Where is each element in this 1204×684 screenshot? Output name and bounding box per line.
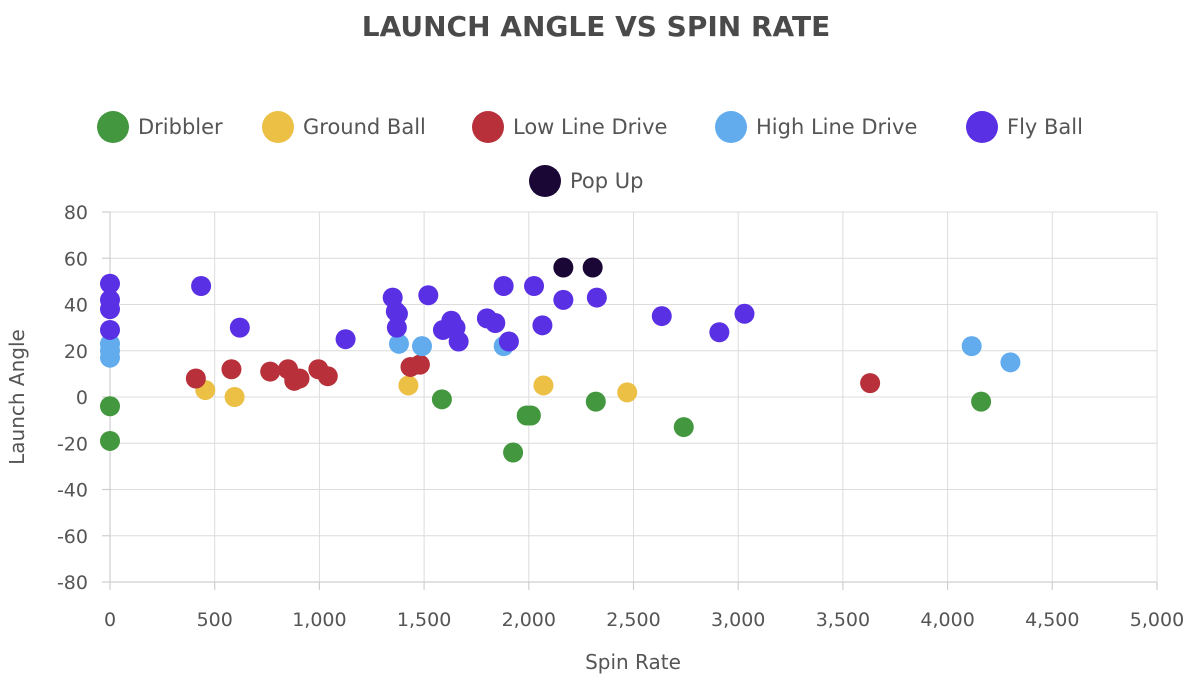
x-tick-label: 0 bbox=[104, 609, 116, 631]
data-point bbox=[100, 430, 120, 451]
legend-label: Ground Ball bbox=[303, 115, 426, 139]
data-point bbox=[335, 329, 356, 350]
legend-marker bbox=[966, 111, 998, 143]
legend-label: Pop Up bbox=[570, 169, 643, 193]
legend-marker bbox=[262, 111, 294, 143]
data-point bbox=[388, 333, 409, 354]
chart-title: LAUNCH ANGLE VS SPIN RATE bbox=[362, 10, 831, 43]
x-tick-label: 1,000 bbox=[292, 609, 346, 631]
legend-item-dribbler[interactable]: Dribbler bbox=[97, 111, 223, 143]
data-point bbox=[493, 276, 514, 296]
x-tick-label: 4,500 bbox=[1025, 609, 1079, 631]
x-axis-ticks: 0 500 1,000 1,500 2,000 2,500 3,000 3,500 4,000 4… bbox=[104, 582, 1184, 631]
data-point bbox=[100, 319, 120, 340]
data-point bbox=[553, 289, 574, 310]
data-point bbox=[431, 389, 452, 410]
legend-label: Fly Ball bbox=[1007, 115, 1083, 139]
data-point bbox=[191, 276, 212, 296]
data-point bbox=[100, 299, 120, 320]
y-axis-ticks: 80 60 40 20 0 -20 -40 -60 -80 bbox=[57, 202, 110, 594]
data-point bbox=[412, 336, 433, 357]
y-tick-label: 40 bbox=[64, 295, 88, 317]
legend-marker bbox=[529, 165, 561, 197]
data-point bbox=[185, 368, 206, 389]
y-tick-label: -80 bbox=[57, 572, 88, 594]
y-tick-label: 20 bbox=[64, 341, 88, 363]
data-point bbox=[533, 375, 554, 396]
y-tick-label: 80 bbox=[64, 202, 88, 224]
x-tick-label: 2,000 bbox=[502, 609, 556, 631]
data-point bbox=[100, 347, 120, 368]
series-fly-ball bbox=[100, 273, 755, 352]
data-point bbox=[651, 306, 672, 327]
data-point bbox=[524, 276, 545, 296]
series-low-line-drive bbox=[185, 354, 881, 394]
data-point bbox=[229, 317, 250, 338]
data-point bbox=[398, 375, 419, 396]
data-point bbox=[520, 405, 541, 426]
data-point bbox=[498, 331, 519, 352]
x-tick-label: 4,000 bbox=[920, 609, 974, 631]
y-axis-title: Launch Angle bbox=[5, 329, 29, 465]
data-point bbox=[448, 331, 469, 352]
data-point bbox=[386, 317, 407, 338]
y-tick-label: 60 bbox=[64, 248, 88, 270]
data-point bbox=[582, 257, 603, 278]
legend-item-ground-ball[interactable]: Ground Ball bbox=[262, 111, 426, 143]
legend-label: Dribbler bbox=[138, 115, 223, 139]
legend-marker bbox=[472, 111, 504, 143]
data-point bbox=[503, 442, 524, 463]
x-tick-label: 1,500 bbox=[397, 609, 451, 631]
y-tick-label: -40 bbox=[57, 480, 88, 502]
x-axis-title: Spin Rate bbox=[585, 650, 681, 674]
series-pop-up bbox=[553, 257, 603, 278]
data-point bbox=[418, 285, 439, 306]
data-point bbox=[532, 315, 553, 336]
legend-marker bbox=[715, 111, 747, 143]
legend-label: High Line Drive bbox=[756, 115, 917, 139]
legend-marker bbox=[97, 111, 129, 143]
legend-item-low-line-drive[interactable]: Low Line Drive bbox=[472, 111, 667, 143]
data-point bbox=[734, 303, 755, 324]
data-point bbox=[1000, 352, 1021, 373]
legend-label: Low Line Drive bbox=[513, 115, 667, 139]
chart-legend: Dribbler Ground Ball Low Line Drive High Li… bbox=[97, 111, 1083, 197]
data-point bbox=[260, 361, 281, 382]
x-tick-label: 2,500 bbox=[606, 609, 660, 631]
legend-item-high-line-drive[interactable]: High Line Drive bbox=[715, 111, 917, 143]
y-tick-label: 0 bbox=[76, 387, 88, 409]
x-tick-label: 5,000 bbox=[1130, 609, 1184, 631]
data-point bbox=[289, 368, 310, 389]
x-tick-label: 3,000 bbox=[711, 609, 765, 631]
data-point bbox=[485, 313, 506, 333]
data-point bbox=[553, 257, 574, 278]
data-point bbox=[100, 273, 120, 294]
y-tick-label: -20 bbox=[57, 433, 88, 455]
data-point bbox=[585, 391, 606, 412]
chart-grid bbox=[110, 211, 1158, 582]
x-tick-label: 500 bbox=[197, 609, 233, 631]
data-point bbox=[673, 417, 694, 438]
data-point bbox=[961, 336, 982, 357]
data-point bbox=[100, 396, 120, 417]
data-point bbox=[971, 391, 992, 412]
legend-item-fly-ball[interactable]: Fly Ball bbox=[966, 111, 1083, 143]
y-tick-label: -60 bbox=[57, 526, 88, 548]
data-point bbox=[860, 373, 881, 394]
series-dribbler bbox=[100, 389, 992, 463]
data-point bbox=[221, 359, 242, 380]
x-tick-label: 3,500 bbox=[816, 609, 870, 631]
data-point bbox=[409, 354, 430, 375]
data-point bbox=[224, 387, 245, 407]
legend-item-pop-up[interactable]: Pop Up bbox=[529, 165, 643, 197]
data-point bbox=[586, 287, 607, 308]
chart-points bbox=[100, 257, 1021, 463]
data-point bbox=[709, 322, 730, 343]
data-point bbox=[617, 382, 638, 403]
data-point bbox=[317, 366, 338, 387]
series-ground-ball bbox=[195, 375, 638, 407]
